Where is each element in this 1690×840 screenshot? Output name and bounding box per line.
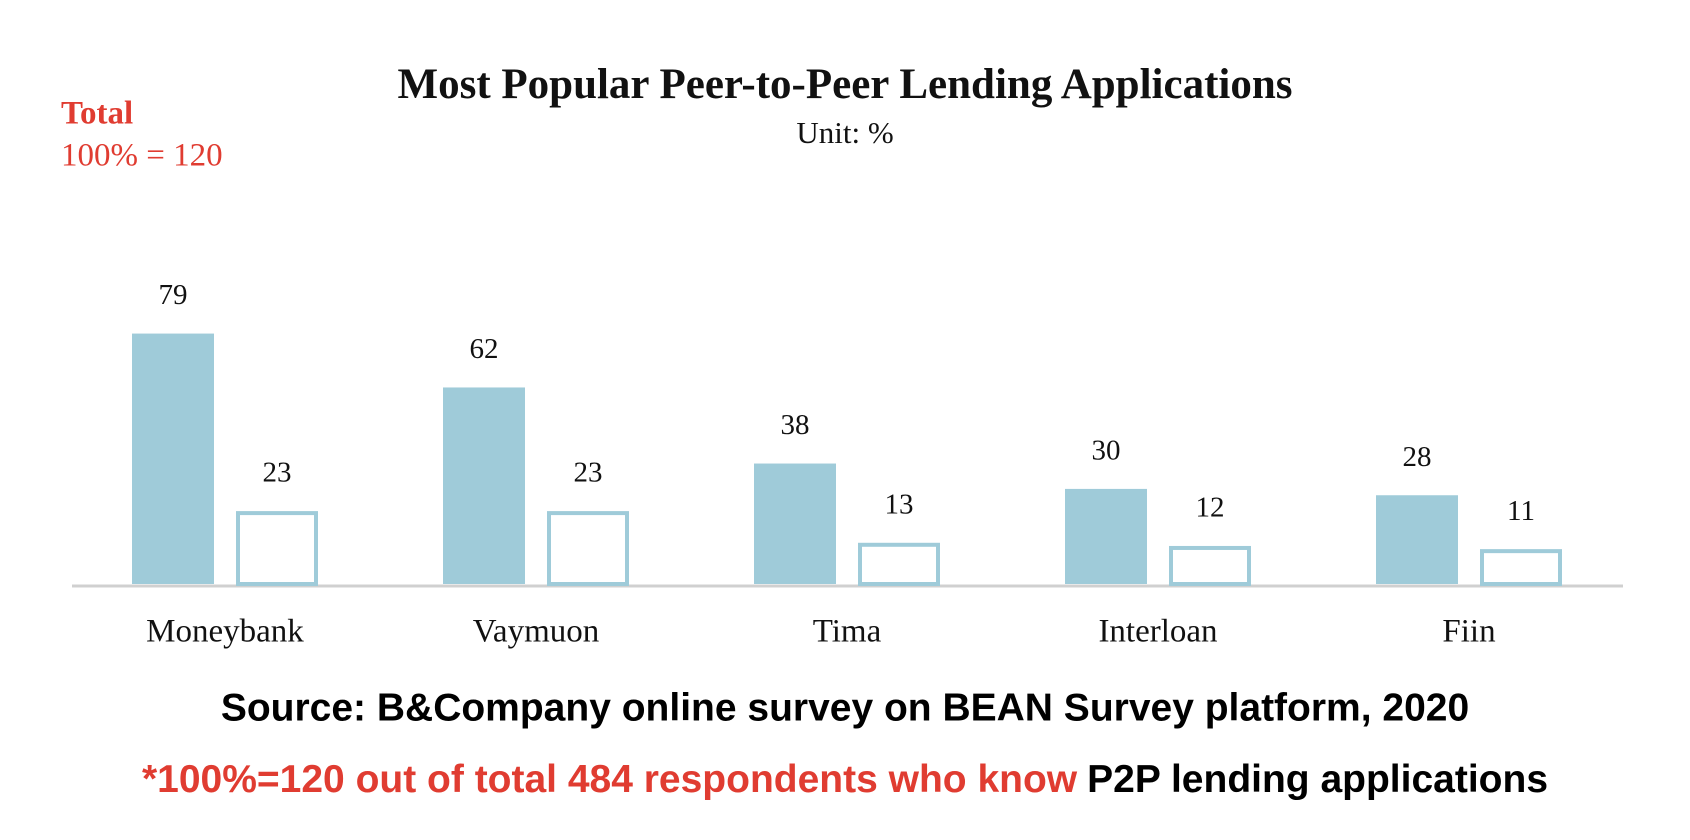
footnote-highlight: *100%=120 out of total 484 respondents w… <box>142 758 1078 801</box>
value-label: 23 <box>263 457 292 489</box>
source: Source: B&Company online survey on BEAN … <box>221 686 1469 729</box>
value-label: 28 <box>1403 441 1432 473</box>
chart-subtitle: Unit: % <box>796 115 893 150</box>
bar <box>1065 488 1147 584</box>
bar <box>547 511 629 587</box>
total-value: 100% = 120 <box>61 138 223 174</box>
bar <box>443 387 525 584</box>
value-label: 23 <box>574 457 603 489</box>
value-label: 13 <box>885 488 914 520</box>
bar <box>858 542 940 586</box>
x-tick-label: Fiin <box>1442 614 1495 650</box>
bar <box>132 333 214 584</box>
value-label: 12 <box>1196 492 1225 524</box>
bar <box>1480 549 1562 587</box>
value-label: 11 <box>1507 495 1535 527</box>
x-tick-label: Vaymuon <box>473 614 600 650</box>
value-label: 79 <box>159 279 188 311</box>
value-label: 62 <box>470 333 499 365</box>
total-label: Total <box>61 96 133 132</box>
bar <box>1169 545 1251 587</box>
x-tick-label: Tima <box>813 614 882 650</box>
value-label: 30 <box>1092 435 1121 467</box>
x-tick-label: Moneybank <box>146 614 304 650</box>
bar <box>754 463 836 584</box>
footnote: *100%=120 out of total 484 respondents w… <box>142 758 1548 801</box>
bar <box>1376 495 1458 584</box>
value-label: 38 <box>781 409 810 441</box>
footnote-rest: P2P lending applications <box>1087 758 1548 801</box>
chart-title: Most Popular Peer-to-Peer Lending Applic… <box>398 61 1293 108</box>
bar <box>236 511 318 587</box>
x-tick-label: Interloan <box>1098 614 1217 650</box>
